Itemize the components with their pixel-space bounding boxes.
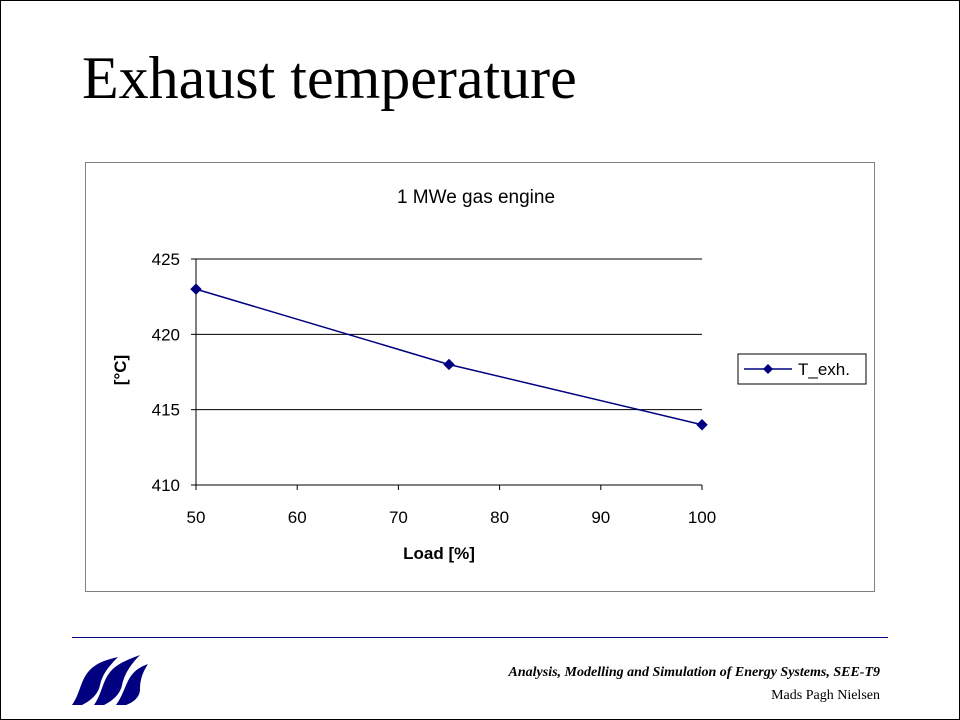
ticks: 410 415 420 425 50 60 70 80 90 100 (152, 250, 717, 527)
x-tick-label: 100 (688, 508, 716, 527)
x-tick-label: 50 (187, 508, 206, 527)
footer-course-title: Analysis, Modelling and Simulation of En… (508, 665, 880, 680)
legend-marker-swatch (763, 364, 773, 374)
y-tick-label: 420 (152, 325, 180, 344)
y-tick-label: 410 (152, 476, 180, 495)
x-axis-title: Load [%] (403, 544, 475, 563)
y-tick-label: 415 (152, 401, 180, 420)
legend-label: T_exh. (798, 360, 850, 379)
chart-area: 410 415 420 425 50 60 70 80 90 100 1 MWe gas engi… (85, 162, 875, 592)
footer-author: Mads Pagh Nielsen (771, 688, 880, 703)
x-tick-label: 60 (288, 508, 307, 527)
series-layer (190, 283, 708, 431)
chart-title: 1 MWe gas engine (397, 187, 555, 208)
y-tick-label: 425 (152, 250, 180, 269)
line-chart: 410 415 420 425 50 60 70 80 90 100 1 MWe gas engi… (111, 187, 867, 563)
gridlines (196, 258, 702, 411)
legend: T_exh. (737, 353, 867, 385)
x-tick-label: 70 (389, 508, 408, 527)
x-tick-label: 80 (490, 508, 509, 527)
data-point-marker (190, 283, 202, 295)
university-wave-logo-icon (70, 645, 150, 712)
slide-title: Exhaust temperature (82, 45, 577, 111)
y-axis-title: [°C] (111, 355, 130, 385)
data-point-marker (696, 419, 708, 431)
x-tick-label: 90 (591, 508, 610, 527)
footer-divider (72, 637, 888, 638)
series-line (195, 288, 703, 426)
data-point-marker (443, 358, 455, 371)
